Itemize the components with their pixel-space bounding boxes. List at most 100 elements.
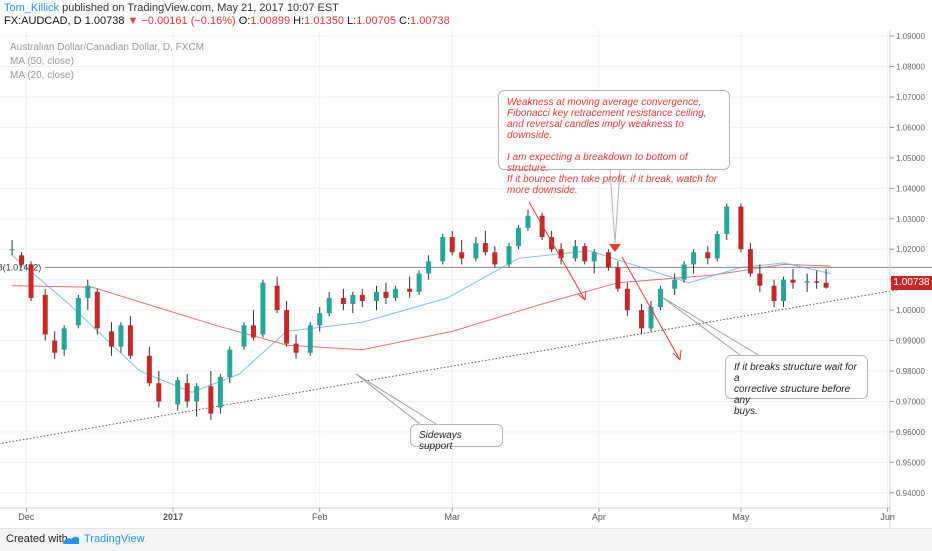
candles: [9, 203, 829, 420]
candle: [52, 331, 58, 359]
candle: [28, 261, 34, 301]
callout-line: [507, 141, 721, 152]
candle-body: [771, 285, 777, 301]
candle: [657, 285, 663, 311]
candle: [714, 230, 720, 262]
candle-body: [416, 273, 422, 292]
x-tick-label: 2017: [163, 512, 183, 522]
tradingview-brand-link[interactable]: TradingView: [84, 533, 145, 545]
candle-body: [146, 355, 152, 384]
candle: [175, 377, 181, 411]
candle: [274, 276, 280, 314]
sideways-support-callout[interactable]: Sideways support: [410, 424, 503, 452]
candle-body: [657, 288, 663, 308]
candle: [350, 291, 356, 314]
candle-body: [672, 279, 678, 289]
candle-body: [184, 383, 190, 402]
candle: [747, 243, 753, 277]
candle-body: [317, 313, 323, 326]
candle-body: [591, 252, 597, 262]
candle: [75, 294, 81, 329]
last-price: 1.00738: [84, 15, 125, 27]
publish-header: Tom_Killick published on TradingView.com…: [4, 2, 339, 14]
candle-body: [326, 297, 332, 314]
footer: Created with TradingView: [0, 528, 932, 551]
ma20-path: [11, 250, 831, 393]
candle-body: [539, 215, 545, 238]
candle: [582, 243, 588, 265]
candle-body: [426, 261, 432, 274]
callout-line: Fibonacci key retracement resistance cei…: [507, 108, 707, 119]
weakness-callout-pointer: [609, 169, 621, 244]
candle-body: [648, 307, 654, 329]
y-tick-label: 0.99000: [896, 337, 925, 346]
annotation-drawings: [355, 169, 761, 425]
candle-body: [681, 264, 687, 280]
candle: [118, 322, 124, 353]
candle: [284, 300, 290, 347]
y-tick-label: 1.00000: [896, 306, 925, 315]
candle-body: [260, 282, 266, 335]
candle: [781, 276, 787, 308]
candle-body: [473, 243, 479, 259]
candle: [648, 300, 654, 332]
close-value: 1.00738: [410, 15, 450, 27]
candle-body: [156, 383, 162, 402]
candle-body: [274, 285, 280, 311]
candle-body: [558, 249, 564, 259]
candle: [307, 322, 313, 356]
candle: [605, 249, 611, 271]
candle-body: [814, 281, 820, 283]
y-tick-label: 0.96000: [896, 428, 925, 437]
tradingview-logo-icon: [63, 536, 79, 544]
candle: [374, 285, 380, 311]
down-arrow-icon: ▼: [127, 15, 139, 27]
close-label: C:: [399, 15, 411, 27]
ma20-legend[interactable]: MA (20, close): [10, 70, 74, 81]
downtrend-arrow-head: [577, 290, 587, 301]
candle-body: [781, 279, 787, 301]
breaks-structure-callout[interactable]: If it breaks structure wait for a correc…: [725, 355, 868, 417]
high-label: H:: [293, 15, 305, 27]
candle: [250, 310, 256, 341]
candle-body: [340, 297, 346, 305]
y-tick-label: 0.94000: [896, 489, 925, 498]
candle-body: [9, 249, 15, 251]
candle: [217, 374, 223, 414]
candle-body: [482, 243, 488, 253]
candle: [426, 255, 432, 280]
candle-body: [208, 386, 214, 414]
candle: [392, 285, 398, 301]
candle: [449, 230, 455, 256]
candle-body: [241, 325, 247, 347]
candle: [459, 240, 465, 265]
candle-body: [440, 237, 446, 262]
author-link[interactable]: Tom_Killick: [4, 2, 60, 14]
weakness-callout[interactable]: Weakness at moving average convergence, …: [498, 90, 730, 196]
ma50-line: [12, 263, 831, 351]
callout-line: Weakness at moving average convergence,: [507, 97, 702, 108]
candle: [823, 269, 829, 289]
candle: [506, 243, 512, 268]
candle-body: [284, 310, 290, 344]
candle: [416, 270, 422, 295]
candle: [492, 246, 498, 268]
callout-line: I am expecting a breakdown to bottom of …: [507, 152, 688, 174]
candle-body: [407, 288, 413, 292]
y-tick-label: 1.04000: [896, 184, 925, 193]
candle: [9, 240, 15, 256]
candle: [804, 273, 810, 292]
x-tick-label: Feb: [312, 512, 328, 522]
candle-body: [383, 291, 389, 298]
candle-body: [757, 273, 763, 286]
candle: [572, 240, 578, 262]
low-label: L:: [347, 15, 357, 27]
candle: [515, 224, 521, 250]
candle-body: [217, 377, 223, 408]
candle: [42, 288, 48, 341]
candle: [639, 304, 645, 335]
candle: [241, 322, 247, 350]
ma50-legend[interactable]: MA (50, close): [10, 56, 74, 67]
candle-body: [615, 267, 621, 289]
